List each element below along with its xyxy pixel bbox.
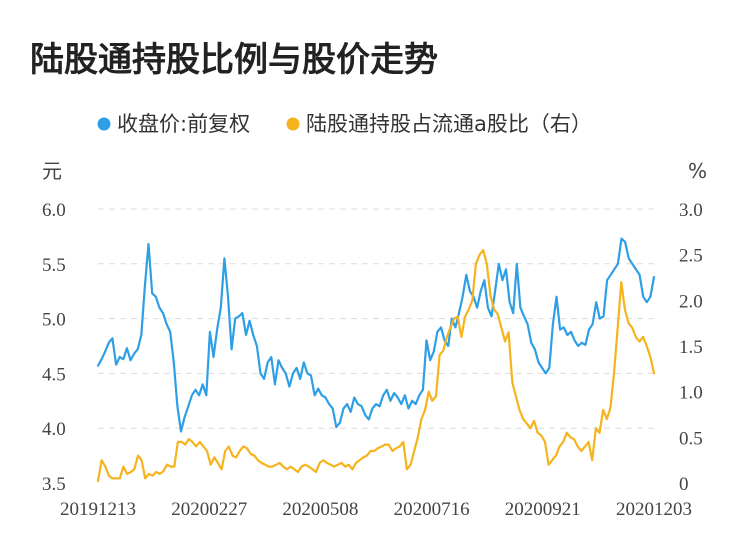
x-tick-label: 20200921 [505, 499, 581, 520]
y-left-tick-label: 6.0 [42, 200, 66, 221]
y-right-tick-label: 0 [679, 474, 689, 495]
gridlines [98, 208, 654, 429]
y-left-tick-label: 5.5 [42, 255, 66, 276]
y-right-tick-label: 0.5 [679, 428, 703, 449]
y-left-tick-label: 4.0 [42, 419, 66, 440]
legend-marker-holding [286, 117, 300, 131]
chart-title: 陆股通持股比例与股价走势 [30, 40, 438, 80]
y-right-tick-label: 3.0 [679, 200, 703, 221]
y-left-tick-label: 3.5 [42, 474, 66, 495]
y-left-tick-label: 4.5 [42, 364, 66, 385]
y-right-unit: % [688, 159, 707, 183]
series-lines [96, 237, 656, 483]
y-right-tick-label: 2.0 [679, 291, 703, 312]
x-tick-label: 20201203 [616, 499, 692, 520]
legend-label-price: 收盘价:前复权 [117, 112, 250, 136]
tick-labels: 6.0 5.5 5.0 4.5 4.0 3.5 3.0 2.5 2.0 1.5 1.0 0.5 0 201… [42, 200, 703, 520]
legend-label-holding: 陆股通持股占流通a股比（右） [306, 112, 592, 136]
x-tick-label: 20200508 [282, 499, 358, 520]
legend: 收盘价:前复权 陆股通持股占流通a股比（右） [97, 112, 592, 136]
y-left-unit: 元 [42, 159, 62, 183]
legend-marker-price [97, 117, 111, 131]
x-tick-label: 20200227 [171, 499, 247, 520]
price-series-line [96, 237, 656, 433]
y-right-tick-label: 1.0 [679, 383, 703, 404]
y-left-tick-label: 5.0 [42, 310, 66, 331]
holding-ratio-series-line [96, 249, 656, 483]
y-right-tick-label: 2.5 [679, 246, 703, 267]
x-tick-label: 20200716 [394, 499, 470, 520]
x-tick-label: 20191213 [60, 499, 136, 520]
y-right-tick-label: 1.5 [679, 337, 703, 358]
